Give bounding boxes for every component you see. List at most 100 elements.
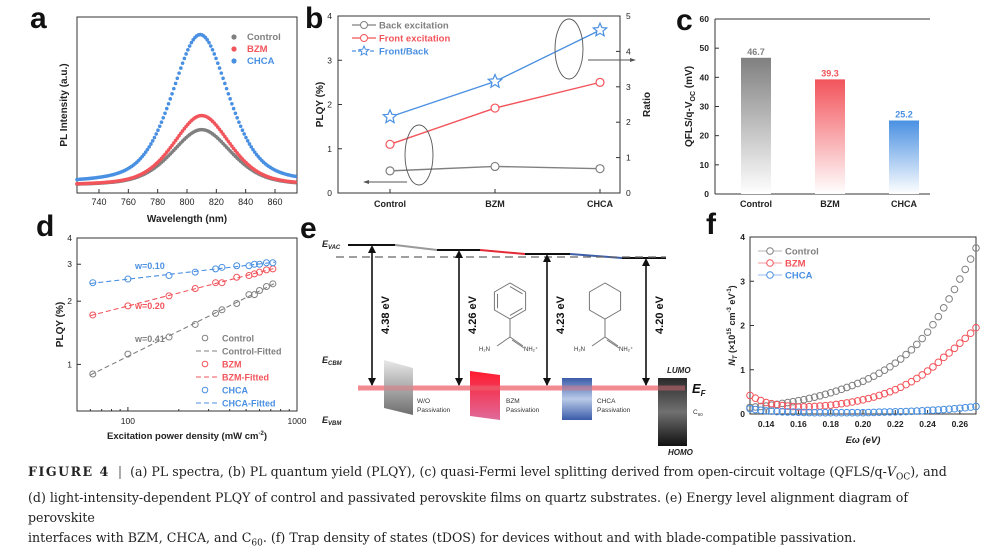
x-tick-label: Control — [740, 199, 772, 209]
data-point — [207, 40, 211, 45]
panel-label-f: f — [706, 208, 716, 241]
panel-label-b: b — [305, 2, 324, 35]
slope-label: w=0.41 — [134, 334, 165, 344]
x-tick-label: 800 — [179, 197, 194, 207]
data-point — [859, 396, 867, 404]
double-bond — [509, 286, 523, 295]
legend-label: BZM — [247, 44, 268, 55]
legend-label: CHCA — [222, 386, 248, 396]
arrow-head — [642, 258, 650, 266]
panel-label-d: d — [36, 210, 55, 243]
x-tick-label: CHCA — [587, 199, 613, 209]
bar-control — [741, 57, 771, 194]
data-point — [907, 407, 916, 416]
data-point — [923, 406, 932, 415]
arrow-head — [368, 378, 376, 386]
data-point — [848, 408, 857, 417]
nh2-label: NH₂⁺ — [524, 346, 538, 353]
data-point — [896, 407, 905, 416]
legend-fit-label: CHCA-Fitted — [222, 399, 276, 409]
data-point — [221, 76, 225, 81]
y2-tick-label: 2 — [626, 117, 631, 127]
y-tick-label: 1 — [327, 144, 332, 154]
data-point — [869, 393, 878, 401]
bar-value-label: 46.7 — [747, 47, 765, 57]
data-point — [218, 279, 226, 287]
x-tick-label: 0.20 — [855, 419, 872, 429]
y-tick-label: 20 — [700, 131, 710, 141]
data-point — [251, 147, 255, 152]
bond — [511, 339, 525, 349]
y-tick-label: 1 — [740, 365, 745, 375]
data-point — [864, 394, 873, 403]
data-point — [89, 370, 97, 378]
bond — [604, 336, 619, 347]
fit-line — [90, 282, 276, 376]
data-point — [864, 408, 873, 417]
y2-tick-label: 3 — [626, 82, 631, 92]
data-point — [293, 180, 298, 184]
data-point — [805, 394, 813, 403]
data-point — [939, 353, 948, 362]
data-point — [907, 377, 916, 386]
data-point — [945, 405, 953, 413]
y-tick-label: 2 — [740, 321, 745, 331]
block-label: BZM — [506, 398, 520, 405]
slope-label: w=0.20 — [134, 301, 165, 311]
data-point — [794, 403, 803, 411]
y-axis-label: PL Intensity (a.u.) — [59, 63, 70, 146]
data-point — [595, 164, 605, 174]
arrow-head — [630, 58, 636, 62]
y-tick-label: 4 — [327, 11, 332, 21]
data-point — [255, 268, 263, 276]
x-axis-label: Eω (eV) — [846, 435, 881, 445]
x-axis-label: Wavelength (nm) — [147, 214, 227, 215]
y-tick-label: 3 — [327, 55, 332, 65]
y2-tick-label: 1 — [626, 153, 631, 163]
legend-label: Control — [222, 334, 254, 344]
panel-label-a: a — [30, 2, 47, 35]
data-point — [816, 408, 824, 417]
data-point — [843, 383, 851, 392]
caption-italic: V — [886, 464, 896, 479]
data-point — [848, 398, 857, 406]
data-point — [212, 309, 220, 317]
legend-label: Front excitation — [379, 34, 450, 45]
series-line — [389, 81, 601, 145]
data-point — [913, 340, 921, 349]
data-point — [751, 403, 760, 411]
arrow-head — [642, 378, 650, 386]
data-point — [886, 362, 894, 371]
data-point — [880, 366, 889, 374]
data-point — [961, 265, 970, 274]
y-tick-label: 3 — [740, 276, 745, 286]
data-point — [170, 91, 174, 96]
y-tick-label: 0 — [740, 409, 745, 419]
legend-fit-label: Control-Fitted — [222, 347, 281, 357]
data-point-star — [381, 108, 399, 124]
vac-step — [479, 249, 526, 255]
data-point — [165, 292, 173, 300]
data-point — [245, 139, 250, 143]
data-point — [886, 387, 894, 396]
data-point — [956, 404, 964, 413]
x-tick-label: 0.16 — [790, 419, 807, 429]
bar-value-label: 25.2 — [895, 110, 913, 120]
data-point — [880, 389, 889, 398]
ecbm-label: ECBM — [322, 355, 343, 367]
data-point — [150, 139, 155, 143]
x-axis-label: Excitation power density (mW cm-2) — [107, 431, 267, 442]
data-point — [929, 320, 937, 329]
energy-value-label: 4.26 eV — [467, 295, 479, 334]
data-point — [880, 408, 889, 416]
series-chca — [75, 32, 298, 182]
caption-separator: | — [117, 464, 123, 479]
data-point — [89, 279, 97, 287]
data-point — [163, 111, 167, 116]
data-point — [939, 304, 948, 312]
annotation-ellipse — [404, 124, 434, 186]
data-point — [891, 359, 900, 367]
h2n-label: H₂N — [479, 347, 490, 353]
data-point — [966, 403, 975, 411]
annotation-ellipse — [554, 18, 584, 80]
